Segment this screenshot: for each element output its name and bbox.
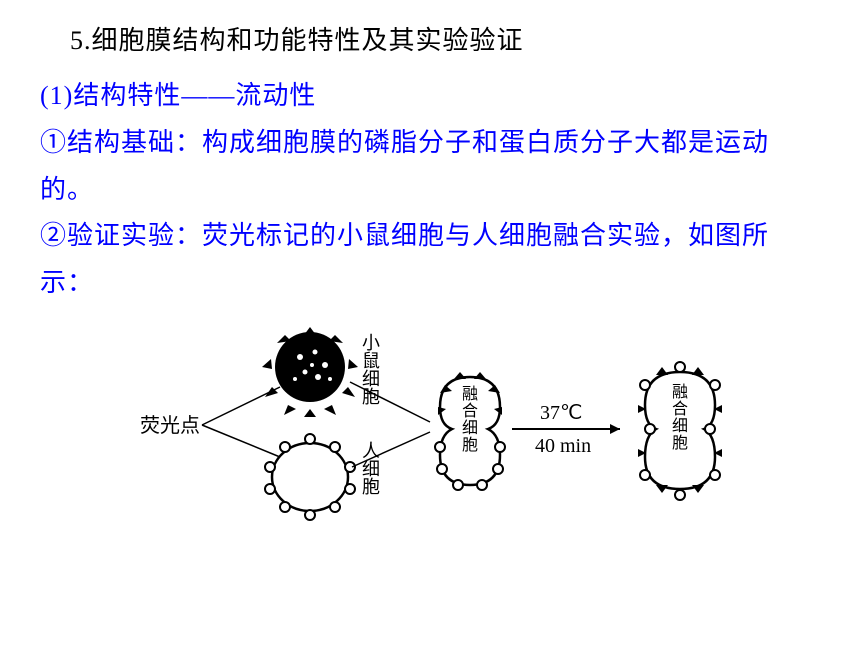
human-cell <box>265 434 355 520</box>
cell-fusion-diagram: 小 鼠 细 胞 人 细 胞 荧光点 <box>140 317 760 527</box>
mouse-cell-label: 小 鼠 细 胞 <box>362 333 385 407</box>
fused-cell-2-label: 融 合 细 胞 <box>672 383 692 452</box>
point-2: ②验证实验：荧光标记的小鼠细胞与人细胞融合实验，如图所示： <box>40 213 820 307</box>
mouse-cell <box>262 327 358 417</box>
arrow-head <box>610 424 620 434</box>
section-title: 5.细胞膜结构和功能特性及其实验验证 <box>40 20 820 57</box>
pointer-line-human <box>202 425 280 457</box>
time-label: 40 min <box>535 435 591 457</box>
diagram-wrapper: 小 鼠 细 胞 人 细 胞 荧光点 <box>40 317 820 532</box>
structure-heading: (1)结构特性——流动性 <box>40 73 820 120</box>
pointer-line-mouse <box>202 387 280 425</box>
point-1: ①结构基础：构成细胞膜的磷脂分子和蛋白质分子大都是运动的。 <box>40 120 820 214</box>
temp-label: 37℃ <box>540 402 582 424</box>
fluorescence-label: 荧光点 <box>140 414 200 437</box>
fused-cell-1-label: 融 合 细 胞 <box>462 385 482 454</box>
human-cell-label: 人 细 胞 <box>362 441 385 497</box>
